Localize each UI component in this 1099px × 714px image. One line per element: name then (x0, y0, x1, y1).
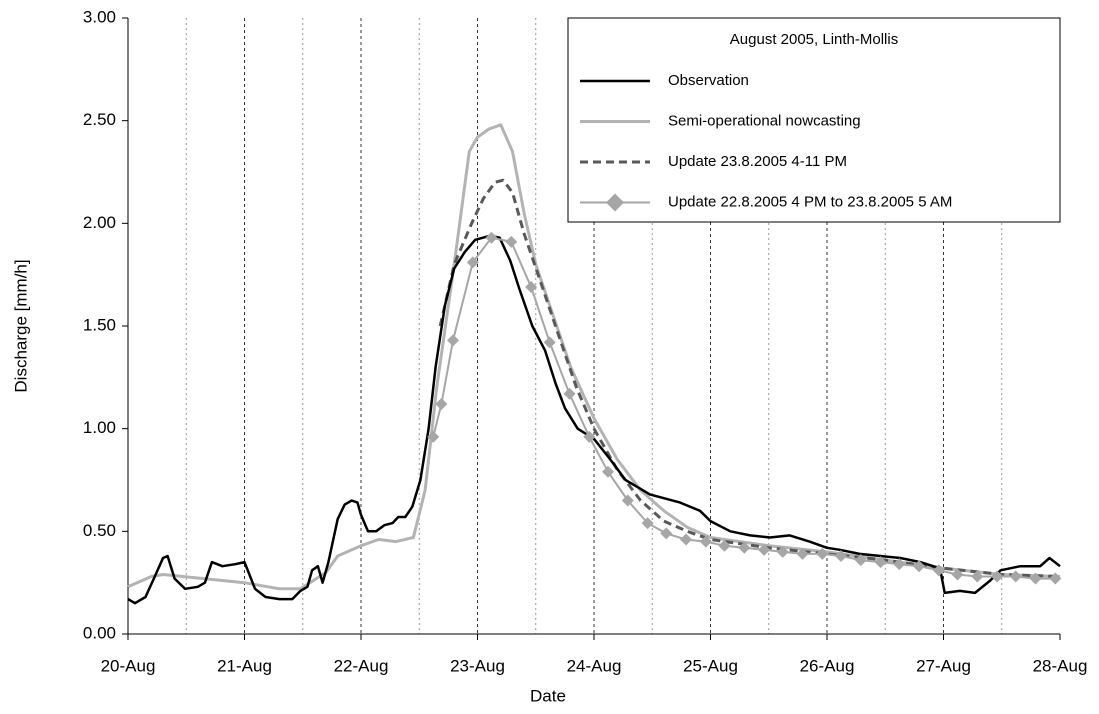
series-marker (543, 336, 556, 349)
y-axis-label: Discharge [mm/h] (11, 259, 30, 392)
x-tick-label: 25-Aug (683, 656, 738, 675)
series-marker (427, 430, 440, 443)
series-line (127, 234, 1061, 605)
series-marker (834, 549, 847, 562)
legend-label: Observation (668, 72, 749, 89)
series-marker (466, 256, 479, 269)
series-marker (447, 334, 460, 347)
series-marker (621, 494, 634, 507)
series-marker (435, 398, 448, 411)
series-marker (893, 558, 906, 571)
x-tick-label: 23-Aug (450, 656, 505, 675)
x-tick-label: 21-Aug (217, 656, 272, 675)
x-tick-label: 22-Aug (334, 656, 389, 675)
legend-marker (606, 193, 624, 212)
series-marker (816, 547, 829, 560)
x-tick-label: 27-Aug (916, 656, 971, 675)
y-tick-label: 1.50 (83, 315, 116, 334)
series-marker (680, 533, 693, 546)
series-line (438, 178, 1061, 578)
x-axis-label: Date (530, 686, 566, 705)
series-marker (525, 280, 538, 293)
legend-label: Update 23.8.2005 4-11 PM (668, 153, 847, 170)
series-marker (932, 564, 945, 577)
series-marker (796, 547, 809, 560)
series-marker (1009, 570, 1022, 583)
y-tick-label: 1.00 (83, 418, 116, 437)
series-marker (758, 543, 771, 556)
legend-title: August 2005, Linth-Mollis (730, 31, 898, 48)
series-marker (991, 570, 1004, 583)
x-tick-label: 28-Aug (1033, 656, 1088, 675)
x-tick-label: 20-Aug (101, 656, 156, 675)
legend-label: Semi-operational nowcasting (668, 112, 861, 129)
series-marker (738, 541, 751, 554)
series-marker (699, 535, 712, 548)
series-marker (854, 554, 867, 567)
series-marker (913, 560, 926, 573)
series-line (432, 236, 1056, 580)
series-marker (583, 430, 596, 443)
y-tick-label: 0.00 (83, 623, 116, 642)
series-marker (874, 556, 887, 569)
x-tick-label: 26-Aug (800, 656, 855, 675)
series-marker (505, 235, 518, 248)
series-marker (660, 527, 673, 540)
series-marker (951, 568, 964, 581)
series-marker (601, 465, 614, 478)
y-tick-label: 2.50 (83, 110, 116, 129)
series-marker (1029, 572, 1042, 585)
y-tick-label: 0.50 (83, 521, 116, 540)
legend-label: Update 22.8.2005 4 PM to 23.8.2005 5 AM (668, 193, 952, 210)
y-tick-label: 3.00 (83, 7, 116, 26)
y-tick-label: 2.00 (83, 213, 116, 232)
x-tick-label: 24-Aug (567, 656, 622, 675)
series-marker (563, 387, 576, 400)
series-marker (485, 231, 498, 244)
series-marker (971, 570, 984, 583)
series-marker (776, 545, 789, 558)
series-marker (718, 539, 731, 552)
series-marker (641, 517, 654, 530)
series-marker (1049, 572, 1062, 585)
